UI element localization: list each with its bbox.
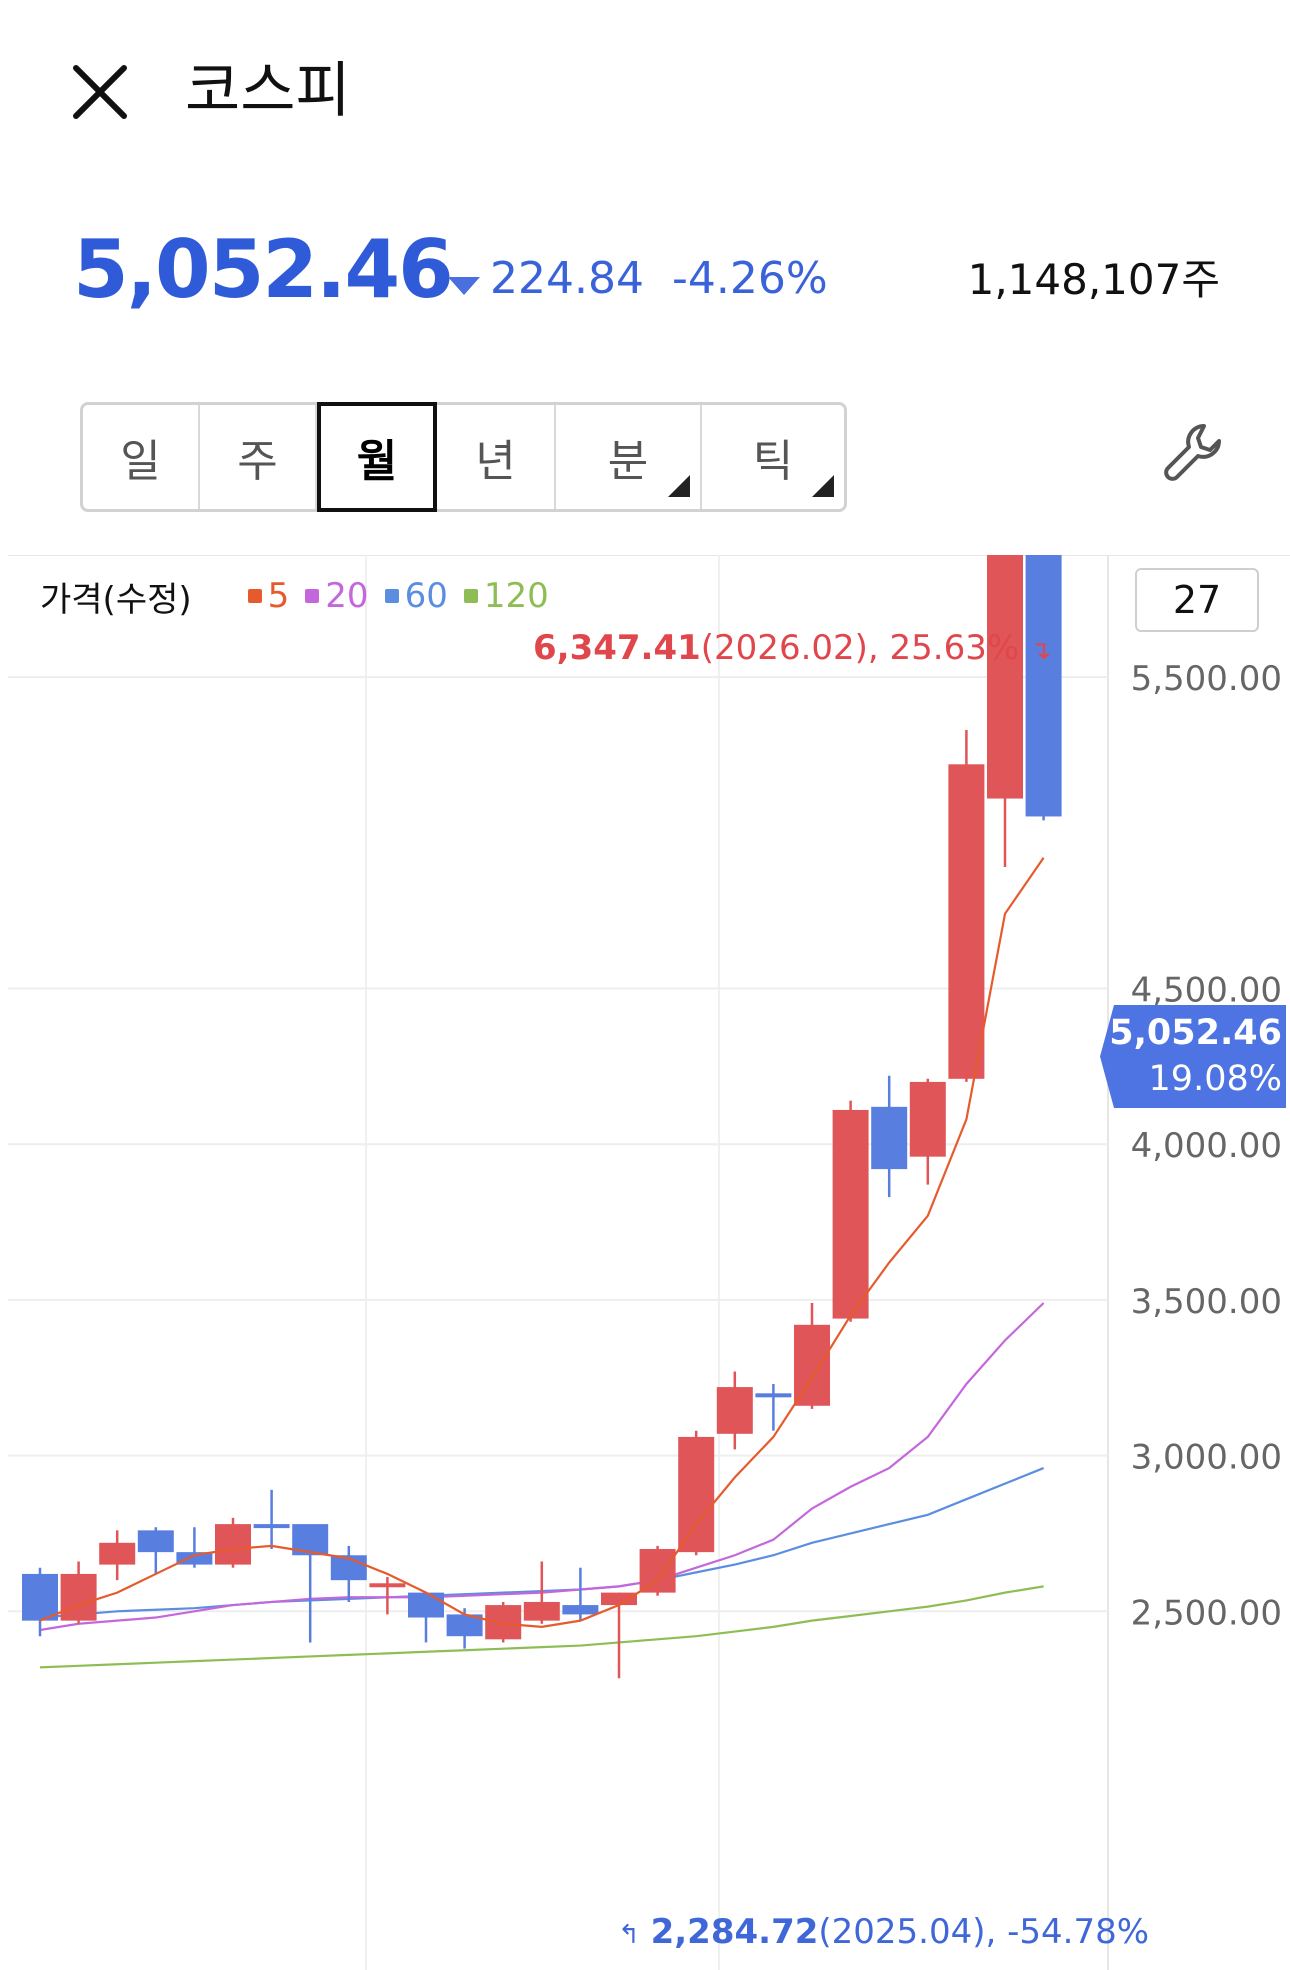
current-price-tag-percent: 19.08% xyxy=(1148,1059,1282,1099)
candlestick-chart: 6,000.005,500.004,500.004,000.003,500.00… xyxy=(8,555,1290,1970)
close-icon xyxy=(73,65,127,119)
y-tick-label: 5,500.00 xyxy=(1131,659,1282,699)
candle-body xyxy=(987,555,1023,799)
high-marker-icon: ↴ xyxy=(1029,636,1052,666)
y-tick-label: 4,500.00 xyxy=(1131,971,1282,1011)
candle-count-box[interactable]: 27 xyxy=(1135,568,1259,632)
tab-week[interactable]: 주 xyxy=(200,405,317,509)
tab-tick[interactable]: 틱 xyxy=(702,405,844,509)
candle-body xyxy=(523,1601,560,1621)
legend-item-ma20: 20 xyxy=(305,576,369,616)
candle-body xyxy=(639,1549,676,1593)
high-detail: (2026.02), 25.63% xyxy=(700,628,1020,668)
tab-label: 년 xyxy=(475,436,516,487)
chart-background xyxy=(8,555,1290,1970)
low-value: 2,284.72 xyxy=(650,1912,819,1952)
candle-body xyxy=(253,1524,290,1529)
tab-label: 주 xyxy=(237,436,278,487)
legend-title: 가격(수정) xyxy=(40,579,192,620)
candle-body xyxy=(369,1583,406,1588)
price-chart[interactable]: 6,000.005,500.004,500.004,000.003,500.00… xyxy=(8,555,1290,1970)
y-tick-label: 3,000.00 xyxy=(1131,1438,1282,1478)
candle-body xyxy=(1025,555,1062,817)
period-tabs: 일 주 월 년 분 틱 xyxy=(80,402,847,512)
candle-body xyxy=(871,1106,908,1170)
legend-label: 120 xyxy=(483,576,549,616)
candle-body xyxy=(215,1524,251,1565)
legend-label: 20 xyxy=(325,576,369,616)
candle-body xyxy=(716,1387,753,1434)
candle-body xyxy=(176,1552,213,1565)
low-marker-icon: ↰ xyxy=(618,1920,640,1950)
tab-label: 틱 xyxy=(752,436,794,487)
low-annotation: ↰ 2,284.72(2025.04), -54.78% xyxy=(618,1912,1149,1952)
candle-body xyxy=(909,1081,946,1157)
legend-item-ma120: 120 xyxy=(463,576,549,616)
tab-minute[interactable]: 분 xyxy=(556,405,702,509)
candle-body xyxy=(408,1592,444,1618)
change-percent: -4.26% xyxy=(671,252,828,304)
high-value: 6,347.41 xyxy=(533,628,701,668)
chart-settings-button[interactable] xyxy=(1160,420,1226,486)
trading-volume: 1,148,107주 xyxy=(967,255,1220,304)
y-tick-label: 2,500.00 xyxy=(1131,1593,1282,1633)
dropdown-corner-icon xyxy=(812,475,834,497)
close-button[interactable] xyxy=(70,62,130,122)
down-arrow-icon xyxy=(448,277,480,295)
candle-body xyxy=(948,764,985,1079)
high-annotation: 6,347.41(2026.02), 25.63% ↴ xyxy=(533,628,1052,668)
candle-body xyxy=(678,1436,715,1553)
low-detail: (2025.04), -54.78% xyxy=(818,1912,1150,1952)
wrench-icon xyxy=(1164,424,1221,481)
page-title: 코스피 xyxy=(185,56,351,126)
legend-label: 60 xyxy=(404,576,448,616)
candle-body xyxy=(562,1605,599,1615)
candle-body xyxy=(137,1530,174,1553)
tab-label: 분 xyxy=(607,436,649,487)
legend-label: 5 xyxy=(267,576,290,616)
tab-month[interactable]: 월 xyxy=(317,402,437,512)
candle-body xyxy=(22,1573,58,1621)
candle-body xyxy=(485,1605,522,1640)
current-price: 5,052.46 xyxy=(73,223,454,316)
price-change: 224.84 -4.26% xyxy=(448,250,828,306)
candle-body xyxy=(832,1109,869,1319)
dropdown-corner-icon xyxy=(668,475,690,497)
tab-label: 월 xyxy=(356,436,398,487)
legend-item-ma60: 60 xyxy=(384,576,448,616)
candle-body xyxy=(755,1393,792,1398)
candle-body xyxy=(60,1573,97,1621)
tab-year[interactable]: 년 xyxy=(437,405,556,509)
candle-body xyxy=(794,1324,830,1406)
change-value: 224.84 xyxy=(490,252,644,304)
ma5-line xyxy=(39,857,1045,1628)
legend-item-ma5: 5 xyxy=(247,576,290,616)
tab-label: 일 xyxy=(120,436,161,487)
current-price-tag-value: 5,052.46 xyxy=(1109,1013,1282,1053)
y-tick-label: 4,000.00 xyxy=(1131,1126,1282,1166)
y-tick-label: 3,500.00 xyxy=(1131,1282,1282,1322)
ma120-line xyxy=(39,1585,1044,1669)
chart-legend: 가격(수정) 5 20 60 120 xyxy=(40,572,565,620)
tab-day[interactable]: 일 xyxy=(83,405,200,509)
candle-body xyxy=(99,1542,136,1565)
current-price-tag: 5,052.46 19.08% xyxy=(1100,1005,1286,1108)
candle-body xyxy=(446,1614,483,1637)
candle-body xyxy=(601,1592,637,1606)
